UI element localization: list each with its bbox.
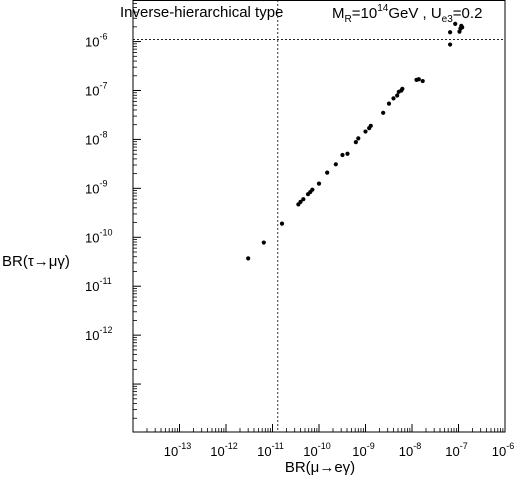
y-tick-label: 10-12 [85,325,112,343]
data-point [246,256,251,261]
data-point [381,110,386,115]
reference-lines [133,0,505,432]
data-point [261,240,266,245]
data-point [453,21,458,26]
u-subscript: e3 [442,14,454,25]
mr-subscript: R [345,14,352,25]
x-tick-label: 10-13 [164,441,191,459]
x-tick-label: 10-10 [303,441,330,459]
data-point [395,93,400,98]
mr-label: M [332,5,345,22]
x-tick-label: 10-8 [399,441,421,459]
data-point [416,77,421,82]
data-point [460,25,465,30]
data-point [340,152,345,158]
x-axis-ticks: 10-13 10-12 10-11 10-10 10-9 10-8 10-7 10-6 [146,424,514,459]
y-axis-label: BR(τ→μγ) [2,253,70,270]
mr-value: =10 [352,5,377,22]
data-point [386,101,392,106]
x-tick-label: 10-6 [492,441,514,459]
data-point [301,197,306,202]
x-axis-label: BR(μ→eγ) [285,459,355,476]
data-points [246,21,465,261]
parameter-annotation: MR=1014GeV , Ue3=0.2 [332,3,482,25]
y-axis-ticks: 10-12 10-11 10-10 10-9 10-8 10-7 10-6 [85,0,141,419]
plot-area [132,0,506,433]
data-point [310,187,315,192]
data-point [448,30,453,35]
data-point [345,151,350,156]
y-tick-label: 10-6 [85,32,107,50]
x-tick-label: 10-7 [445,441,467,459]
data-point [363,129,368,134]
x-tick-label: 10-9 [352,441,374,459]
y-tick-label: 10-10 [85,227,112,245]
y-tick-label: 10-9 [85,178,107,196]
data-point [353,140,358,145]
data-point [391,96,396,101]
y-tick-label: 10-8 [85,129,107,147]
data-point [368,123,373,128]
chart-title: Inverse-hierarchical type [120,4,283,21]
x-tick-label: 10-11 [257,441,284,459]
data-point [448,42,453,47]
data-point [420,78,425,84]
data-point [400,86,405,91]
data-point [333,162,338,167]
y-tick-label: 10-7 [85,81,107,99]
mr-unit: GeV , [388,5,426,22]
data-point [325,170,330,175]
data-point [356,136,361,141]
y-tick-label: 10-11 [85,276,112,294]
u-value: =0.2 [453,5,483,22]
x-tick-label: 10-12 [210,441,237,459]
data-point [279,221,285,226]
mr-exponent: 14 [377,3,389,14]
data-point [298,199,303,204]
plot-frame [132,0,506,433]
data-point [316,181,322,186]
u-label: U [427,5,442,22]
